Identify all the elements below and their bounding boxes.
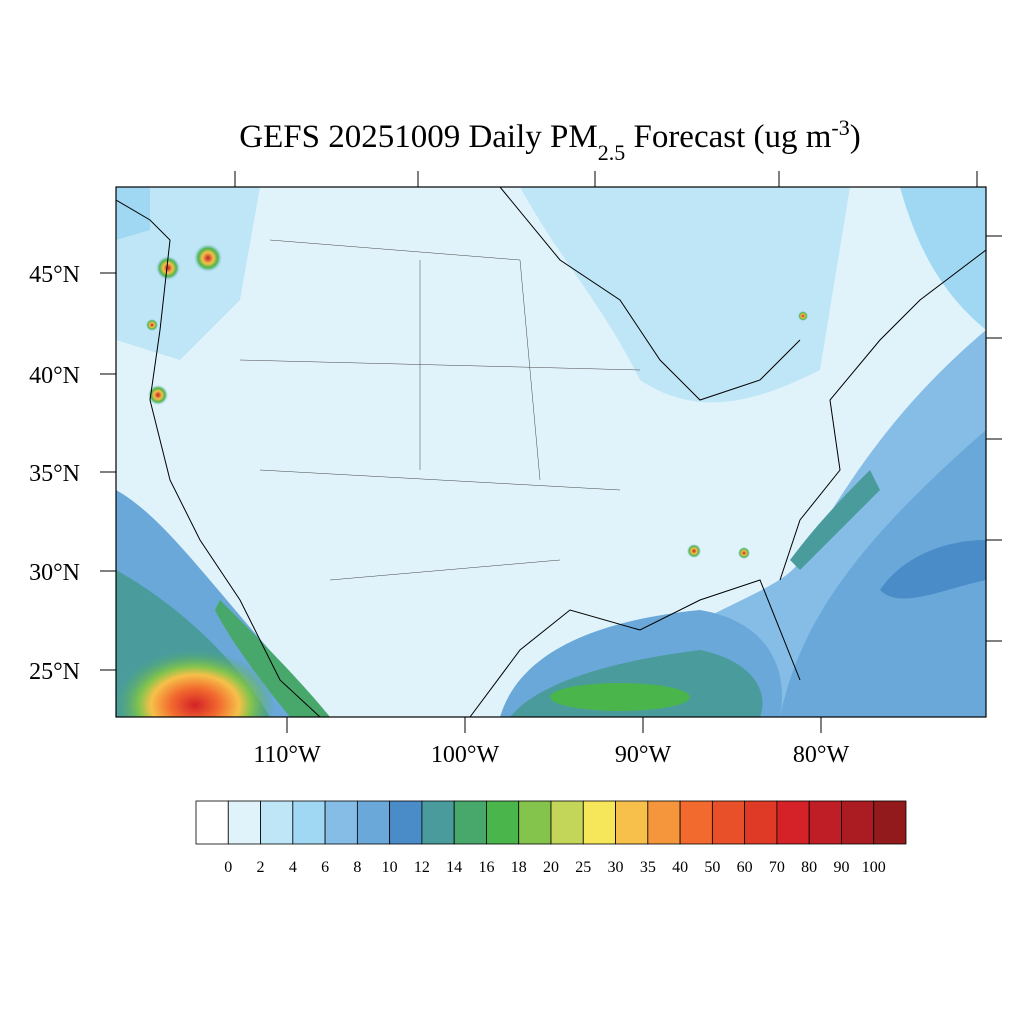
colorbar-label: 100: [862, 859, 886, 876]
colorbar-box: [582, 800, 616, 845]
colorbar-label: 25: [575, 859, 591, 876]
colorbar-box: [195, 800, 229, 845]
title-sup: -3: [831, 115, 849, 140]
colorbar-box: [453, 800, 487, 845]
colorbar-label: 16: [478, 859, 494, 876]
colorbar-box: [356, 800, 391, 845]
colorbar-box: [647, 800, 681, 845]
colorbar-box: [227, 800, 261, 845]
colorbar-box: [486, 800, 520, 845]
title-sub: 2.5: [598, 140, 626, 165]
colorbar-box: [518, 800, 552, 845]
title-mid: Forecast (ug m: [625, 119, 832, 155]
lat-label: 40°N: [29, 363, 80, 389]
colorbar-box: [744, 800, 778, 845]
colorbar-label: 6: [321, 859, 329, 876]
axis-ticks: [100, 171, 1002, 733]
title-end: ): [850, 119, 861, 155]
colorbar-box: [550, 800, 584, 845]
colorbar-box: [679, 800, 713, 845]
colorbar-label: 70: [769, 859, 785, 876]
lat-label: 45°N: [29, 262, 80, 288]
colorbar-label: 0: [224, 859, 232, 876]
colorbar-box: [292, 800, 326, 845]
colorbar-box: [873, 800, 907, 845]
lon-label: 110°W: [253, 742, 321, 768]
colorbar-label: 12: [414, 859, 430, 876]
lat-label: 25°N: [29, 659, 80, 685]
colorbar-label: 2: [257, 859, 265, 876]
colorbar-label: 80: [801, 859, 817, 876]
colorbar-label: 90: [833, 859, 849, 876]
colorbar-label: 35: [640, 859, 656, 876]
colorbar-label: 30: [608, 859, 624, 876]
colorbar-label: 18: [511, 859, 527, 876]
lat-label: 35°N: [29, 461, 80, 487]
title-main: GEFS 20251009 Daily PM: [239, 119, 597, 155]
colorbar-label: 50: [704, 859, 720, 876]
lat-label: 30°N: [29, 560, 80, 586]
colorbar-label: 8: [353, 859, 361, 876]
colorbar-label: 20: [543, 859, 559, 876]
colorbar-label: 40: [672, 859, 688, 876]
map-frame: [115, 186, 987, 718]
colorbar-label: 4: [289, 859, 297, 876]
colorbar-box: [841, 800, 875, 845]
colorbar-box: [615, 800, 649, 845]
map-field: [116, 187, 986, 717]
title: GEFS 20251009 Daily PM2.5 Forecast (ug m…: [239, 115, 861, 165]
colorbar-label: 60: [737, 859, 753, 876]
colorbar-box: [324, 800, 358, 845]
lon-label: 90°W: [615, 742, 672, 768]
lon-label: 100°W: [431, 742, 500, 768]
colorbar-box: [260, 800, 294, 845]
colorbar-label: 14: [446, 859, 462, 876]
colorbar-box: [711, 800, 746, 845]
colorbar-box: [808, 800, 842, 845]
lon-label: 80°W: [793, 742, 850, 768]
colorbar-box: [776, 800, 810, 845]
colorbar-box: [389, 800, 423, 845]
colorbar-box: [421, 800, 455, 845]
colorbar-label: 10: [382, 859, 398, 876]
